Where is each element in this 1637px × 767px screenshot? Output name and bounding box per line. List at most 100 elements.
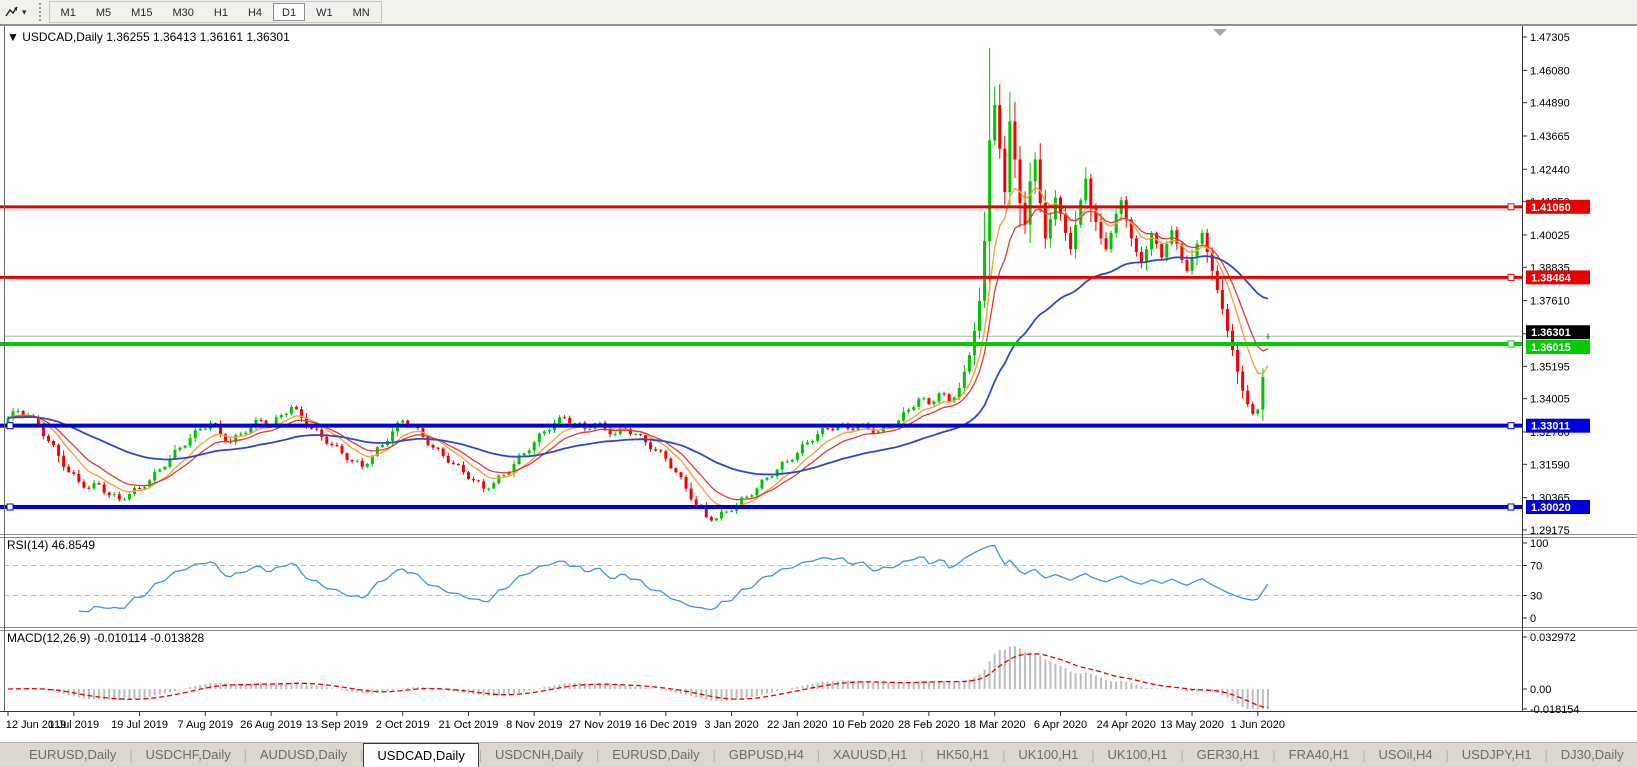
chart-tab-gbpusd-h4[interactable]: GBPUSD,H4 [728,747,804,762]
tab-separator: | [712,748,716,762]
price-axis-tick: 1.47305 [1530,32,1570,44]
price-axis-tick: 1.37610 [1530,296,1570,308]
macd-axis-tick: 0.00 [1530,684,1551,696]
chart-tab-usdchf-daily[interactable]: USDCHF,Daily [145,747,231,762]
bid-price-label-bg [1526,325,1590,340]
hline-price-label-bg [1526,339,1590,354]
rsi-axis-tick: 0 [1530,613,1536,625]
chart-tab-usdcnh-daily[interactable]: USDCNH,Daily [494,747,584,762]
hline-handle-right[interactable] [1507,503,1515,511]
toolbar-grip-handle[interactable] [38,3,43,21]
date-axis-tick: 12 Jun 2019 [6,719,67,731]
tab-separator: | [1272,748,1276,762]
chart-tab-usoil-h4[interactable]: USOil,H4 [1378,747,1433,762]
timeframe-button-m15[interactable]: M15 [131,7,153,19]
date-axis-tick: 13 May 2020 [1160,719,1224,731]
chart-tab-xauusd-h1[interactable]: XAUUSD,H1 [833,747,908,762]
timeframes-toolbar: ▾ M1 M5 M15 M30 H1 H4 D1 W1 MN [0,0,1637,25]
date-axis-tick: 1 Jul 2019 [48,719,99,731]
price-axis-tick: 1.44890 [1530,98,1570,110]
chart-tab-dj30-daily[interactable]: DJ30,Daily [1560,747,1624,762]
chart-ohlc-values: 1.36255 1.36413 1.36161 1.36301 [106,30,290,44]
date-axis-tick: 13 Sep 2019 [306,719,368,731]
price-axis-tick: 1.40025 [1530,230,1570,242]
timeframe-button-h1[interactable]: H1 [213,7,228,19]
chart-shift-marker-icon[interactable] [1213,29,1227,36]
hline-handle-right[interactable] [1507,203,1515,211]
rsi-axis[interactable]: 100 70 30 0 [1522,538,1548,625]
timeframe-button-m5[interactable]: M5 [95,7,112,19]
chart-tab-fra40-h1[interactable]: FRA40,H1 [1288,747,1350,762]
tab-separator: | [1362,748,1366,762]
chart-tab-eurusd-daily[interactable]: EURUSD,Daily [612,747,700,762]
timeframe-button-m30[interactable]: M30 [172,7,194,19]
date-axis-tick: 1 Jun 2020 [1231,719,1285,731]
macd-signal-line [7,653,1268,709]
price-axis-tick: 1.43665 [1530,131,1570,143]
hline-price-label-bg [1526,199,1590,214]
hline-price-label-bg [1526,418,1590,433]
macd-label: MACD(12,26,9) -0.010114 -0.013828 [7,631,205,645]
hline-price-label: 1.38464 [1531,272,1572,284]
tab-separator: | [1091,748,1095,762]
bid-price-label: 1.36301 [1531,327,1571,339]
chart-cursor-icon[interactable] [4,4,20,20]
chart-cursor-dropdown-icon[interactable]: ▾ [22,6,27,17]
rsi-line [78,544,1269,613]
timeframe-button-d1[interactable]: D1 [273,3,306,21]
hline-handle-right[interactable] [1507,273,1515,281]
hline-price-label-bg [1526,270,1590,285]
hline-handle-left[interactable] [6,503,14,511]
price-axis-tick: 1.35195 [1530,361,1570,373]
macd-axis-tick: -0.018154 [1530,704,1580,716]
timeframe-button-mn[interactable]: MN [352,7,370,19]
date-axis-tick: 6 Apr 2020 [1034,719,1087,731]
chart-tab-ger30-h1[interactable]: GER30,H1 [1196,747,1260,762]
hline-handle-right[interactable] [1507,340,1515,348]
ma-slow-line [7,255,1269,476]
hline-handle-left[interactable] [6,422,14,430]
macd-axis[interactable]: 0.032972 0.00 -0.018154 [1522,632,1580,716]
timeframe-button-m1[interactable]: M1 [60,7,76,19]
date-axis-tick: 8 Nov 2019 [506,719,562,731]
price-axis-tick: 1.31590 [1530,459,1570,471]
tab-separator: | [1180,748,1184,762]
chart-tab-eurusd-daily[interactable]: EURUSD,Daily [29,747,117,762]
rsi-axis-tick: 70 [1530,561,1542,573]
price-axis-tick: 1.29175 [1530,525,1570,537]
date-axis-tick: 18 Mar 2020 [964,719,1026,731]
chart-tab-bar: EURUSD,Daily | USDCHF,Daily | AUDUSD,Daily | U… [0,742,1637,767]
collapse-icon: ▼ [7,30,22,44]
tab-separator: | [596,748,600,762]
tab-separator: | [816,748,820,762]
chart-tab-usdjpy-h1[interactable]: USDJPY,H1 [1461,747,1532,762]
timeframe-button-w1[interactable]: W1 [316,7,333,19]
chart-canvas[interactable]: 1.473051.460801.448901.436651.424401.412… [0,25,1637,742]
tab-separator: | [243,748,247,762]
chart-tab-usdcad-daily[interactable]: USDCAD,Daily [363,743,479,767]
tab-separator: | [1544,748,1548,762]
chart-tab-hk50-h1[interactable]: HK50,H1 [936,747,990,762]
timeframe-button-h4[interactable]: H4 [247,7,263,19]
date-axis-tick: 21 Oct 2019 [438,719,498,731]
chart-tab-uk100-h1[interactable]: UK100,H1 [1018,747,1079,762]
hline-price-label: 1.36015 [1531,342,1571,354]
date-axis-tick: 7 Aug 2019 [178,719,234,731]
date-axis-tick: 10 Feb 2020 [832,719,894,731]
hline-price-label-bg [1526,500,1590,515]
tab-separator: | [478,748,482,762]
chart-tab-audusd-daily[interactable]: AUDUSD,Daily [259,747,348,762]
date-axis-tick: 27 Nov 2019 [569,719,631,731]
date-axis-tick: 22 Jan 2020 [767,719,828,731]
price-axis-tick: 1.46080 [1530,65,1570,77]
chart-title: ▼ USDCAD,Daily 1.36255 1.36413 1.36161 1… [7,30,290,44]
date-axis-tick: 2 Oct 2019 [376,719,430,731]
hline-handle-right[interactable] [1507,422,1515,430]
chart-symbol-period: USDCAD,Daily [22,30,106,44]
chart-tab-uk100-h1[interactable]: UK100,H1 [1107,747,1168,762]
macd-axis-tick: 0.032972 [1530,632,1576,644]
date-axis-tick: 28 Feb 2020 [898,719,960,731]
date-axis-tick: 3 Jan 2020 [704,719,758,731]
